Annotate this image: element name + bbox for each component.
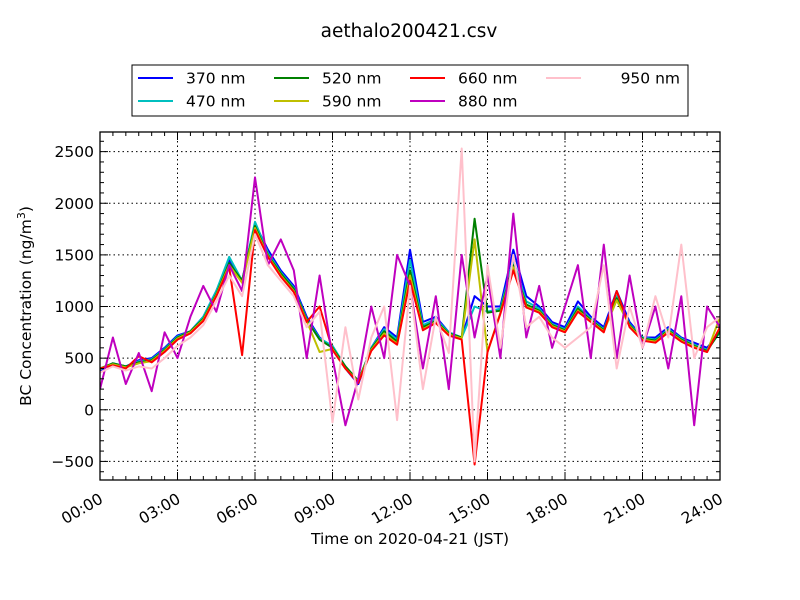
y-tick-label: 2000 [55, 195, 94, 213]
legend-label: 470 nm [186, 93, 245, 111]
legend-label: 660 nm [458, 70, 517, 88]
y-axis-label-main: BC Concentration (ng/m [17, 219, 35, 406]
series-group [100, 147, 720, 466]
legend-label: 950 nm [621, 70, 680, 88]
legend-label: 880 nm [458, 93, 517, 111]
series-line-660-nm [100, 229, 720, 466]
y-tick-label: 0 [84, 401, 94, 419]
legend: 370 nm 470 nm 520 nm 590 nm 660 nm 880 nm 950 … [131, 64, 689, 117]
y-tick-labels: −500 0 500 1000 1500 2000 2500 [51, 143, 94, 471]
legend-label: 520 nm [322, 70, 381, 88]
y-axis-label-superscript: 3 [15, 212, 28, 219]
legend-label: 590 nm [322, 93, 381, 111]
y-tick-label: 500 [64, 350, 94, 368]
y-axis-label: BC Concentration (ng/m3) [15, 206, 35, 406]
ticks [99, 132, 721, 480]
legend-label: 370 nm [186, 70, 245, 88]
legend-frame [131, 64, 689, 117]
y-tick-label: 2500 [55, 143, 94, 161]
y-tick-label: −500 [51, 453, 94, 471]
chart-title: aethalo200421.csv [321, 21, 498, 42]
x-axis-label: Time on 2020-04-21 (JST) [310, 530, 509, 548]
y-tick-label: 1000 [55, 298, 94, 316]
series-line-950-nm [100, 147, 720, 463]
y-tick-label: 1500 [55, 246, 94, 264]
y-axis-label-suffix: ) [17, 206, 35, 212]
